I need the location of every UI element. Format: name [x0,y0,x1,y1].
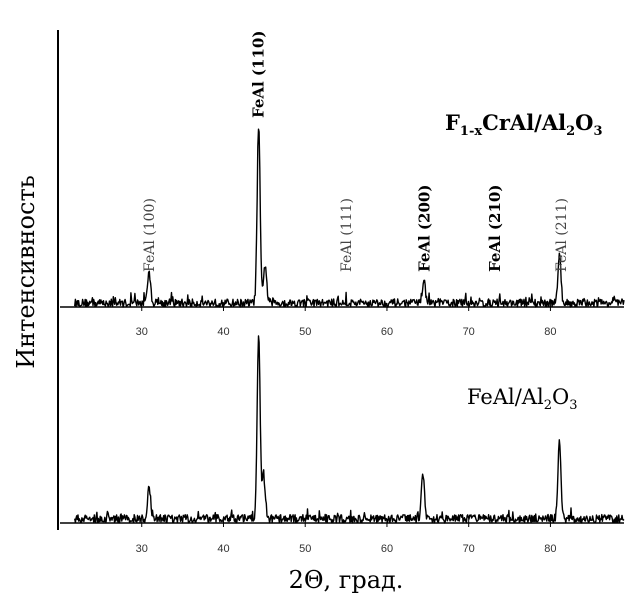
x-tick-label: 60 [381,543,393,555]
x-tick-label: 40 [217,543,229,555]
xrd-series-line [74,335,625,524]
x-tick-label: 70 [463,326,475,338]
peak-label: FeAl (110) [250,31,268,118]
x-tick-label: 40 [217,326,229,338]
x-tick-label: 80 [544,326,556,338]
series-label-bottom: FeAl/Al2O3 [467,385,577,413]
x-tick-label: 70 [463,543,475,555]
peak-label: FeAl (100) [142,198,158,272]
x-tick-label: 60 [381,326,393,338]
x-tick-label: 50 [299,543,311,555]
x-axis-label: 2Θ, град. [289,566,404,594]
peak-label: FeAl (200) [416,185,434,272]
peak-label: FeAl (111) [339,198,355,272]
x-tick-label: 80 [544,543,556,555]
x-tick-label: 30 [136,326,148,338]
x-tick-label: 30 [136,543,148,555]
series-label-top: F1-xCrAl/Al2O3 [445,110,603,139]
x-tick-label: 50 [299,326,311,338]
peak-label: FeAl (211) [554,198,570,272]
xrd-series-line [74,128,625,308]
peak-label: FeAl (210) [486,185,504,272]
y-axis-label: Интенсивность [12,175,40,369]
